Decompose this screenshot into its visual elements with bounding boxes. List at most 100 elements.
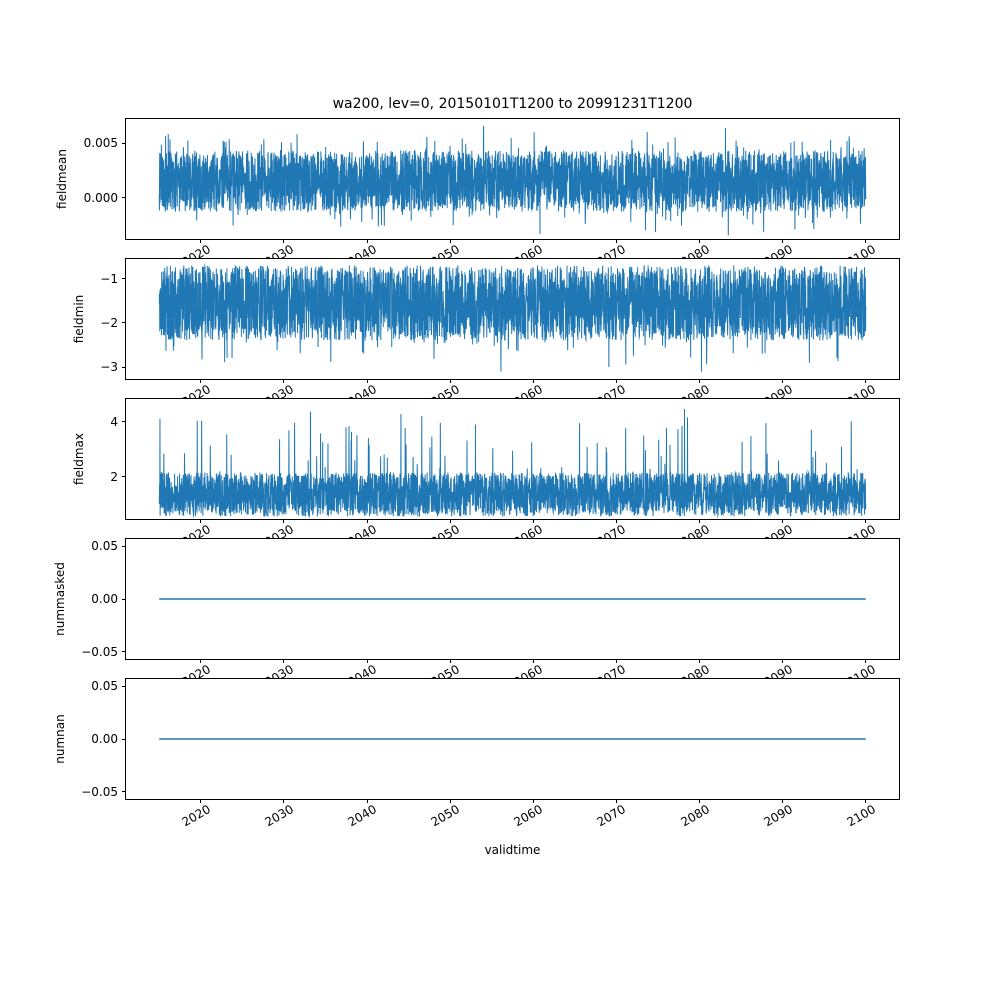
x-tick-mark xyxy=(283,519,285,523)
x-tick-mark xyxy=(449,519,451,523)
series-line-canvas xyxy=(126,539,899,659)
x-tick-mark xyxy=(782,239,784,243)
y-tick-label: 0.000 xyxy=(83,190,118,205)
x-tick-label: 2060 xyxy=(511,802,546,830)
subplot-fieldmin: fieldmin −1 −2 −3 2020 2030 2040 2050 2060 2070 2… xyxy=(0,258,1000,410)
x-tick-label: 2050 xyxy=(428,802,463,830)
axes-box: 0.005 0.000 2020 2030 2040 2050 2060 2070 2080 20… xyxy=(84,118,900,269)
y-tick-mark xyxy=(122,738,126,740)
y-tick-mark xyxy=(122,278,126,280)
x-tick-mark xyxy=(615,659,617,663)
x-tick-mark xyxy=(782,379,784,383)
x-tick-mark xyxy=(532,659,534,663)
y-tick-mark xyxy=(122,598,126,600)
y-tick-label: −1 xyxy=(100,271,118,286)
x-tick-mark xyxy=(532,379,534,383)
y-tick-label: 0.05 xyxy=(91,679,118,694)
x-tick-mark xyxy=(699,239,701,243)
x-tick-mark xyxy=(200,799,202,803)
ticks-layer: −1 −2 −3 2020 2030 2040 2050 2060 2070 2080 2090 21… xyxy=(100,259,899,410)
x-tick-mark xyxy=(366,659,368,663)
subplot-nummasked: nummasked 0.05 0.00 −0.05 2020 2030 2040 2050 2… xyxy=(0,538,1000,689)
x-tick-mark xyxy=(532,239,534,243)
x-tick-mark xyxy=(699,519,701,523)
x-tick-mark xyxy=(200,659,202,663)
subplot-numnan: numnan 0.05 0.00 −0.05 2020 2030 2040 2050 2060… xyxy=(0,678,1000,829)
series-line-canvas xyxy=(126,679,899,799)
x-tick-mark xyxy=(782,519,784,523)
x-tick-mark xyxy=(532,519,534,523)
y-tick-mark xyxy=(122,322,126,324)
series-line-canvas xyxy=(126,399,899,519)
y-tick-mark xyxy=(122,545,126,547)
y-axis-label: numnan xyxy=(53,714,67,764)
x-tick-mark xyxy=(615,519,617,523)
x-tick-mark xyxy=(200,519,202,523)
x-tick-label: 2070 xyxy=(594,802,629,830)
x-tick-mark xyxy=(865,799,867,803)
x-tick-mark xyxy=(782,659,784,663)
y-tick-label: −2 xyxy=(100,315,118,330)
x-tick-mark xyxy=(865,519,867,523)
x-tick-mark xyxy=(200,379,202,383)
y-tick-mark xyxy=(122,791,126,793)
y-tick-mark xyxy=(122,142,126,144)
x-tick-mark xyxy=(699,659,701,663)
x-tick-label: 2080 xyxy=(678,802,712,830)
ticks-layer: 0.05 0.00 −0.05 2020 2030 2040 2050 2060 2070 208… xyxy=(81,679,899,829)
y-axis-label: fieldmax xyxy=(72,432,86,486)
x-tick-mark xyxy=(615,239,617,243)
subplot-fieldmean: fieldmean 0.005 0.000 2020 2030 2040 2050 2060… xyxy=(0,118,1000,269)
y-tick-label: 2 xyxy=(110,469,118,484)
y-tick-mark xyxy=(122,421,126,423)
x-tick-mark xyxy=(283,799,285,803)
x-tick-mark xyxy=(865,659,867,663)
axes-box: 4 2 2020 2030 2040 2050 2060 2070 2080 2090 2100 xyxy=(110,398,900,549)
ticks-layer: 0.005 0.000 2020 2030 2040 2050 2060 2070 2080 20… xyxy=(84,119,899,269)
y-tick-label: 0.005 xyxy=(83,136,118,150)
y-tick-label: −0.05 xyxy=(81,644,118,659)
x-tick-mark xyxy=(366,799,368,803)
y-tick-label: 0.00 xyxy=(91,732,118,746)
x-tick-mark xyxy=(865,379,867,383)
x-tick-mark xyxy=(532,799,534,803)
x-tick-mark xyxy=(366,519,368,523)
y-tick-mark xyxy=(122,651,126,653)
y-tick-label: −0.05 xyxy=(81,784,118,799)
subplot-fieldmax: fieldmax 4 2 2020 2030 2040 2050 2060 2070 2080 2… xyxy=(0,398,1000,549)
y-tick-label: 0.00 xyxy=(91,592,118,606)
x-tick-label: 2040 xyxy=(345,802,380,830)
plot-title: wa200, lev=0, 20150101T1200 to 20991231T… xyxy=(332,96,693,112)
x-tick-mark xyxy=(615,379,617,383)
x-tick-mark xyxy=(449,659,451,663)
x-tick-mark xyxy=(699,379,701,383)
y-tick-mark xyxy=(122,197,126,199)
x-tick-mark xyxy=(865,239,867,243)
x-tick-mark xyxy=(449,799,451,803)
x-tick-mark xyxy=(366,239,368,243)
axes-box: −1 −2 −3 2020 2030 2040 2050 2060 2070 2080 2090 21… xyxy=(100,258,900,410)
x-tick-mark xyxy=(615,799,617,803)
x-tick-mark xyxy=(782,799,784,803)
axes-box: 0.05 0.00 −0.05 2020 2030 2040 2050 2060 2070 208… xyxy=(81,538,900,689)
x-tick-mark xyxy=(449,379,451,383)
y-axis-label: fieldmean xyxy=(55,149,69,209)
x-tick-mark xyxy=(283,659,285,663)
y-axis-label: nummasked xyxy=(53,562,67,636)
y-tick-label: 0.05 xyxy=(91,539,118,554)
y-axis-label: fieldmin xyxy=(72,294,86,344)
x-tick-label: 2030 xyxy=(262,802,296,830)
y-tick-mark xyxy=(122,685,126,687)
series-line-canvas xyxy=(126,259,899,379)
y-tick-label: −3 xyxy=(100,360,118,375)
x-tick-mark xyxy=(283,239,285,243)
x-tick-mark xyxy=(449,239,451,243)
x-tick-mark xyxy=(699,799,701,803)
x-tick-mark xyxy=(366,379,368,383)
series-line-canvas xyxy=(126,119,899,239)
x-tick-label: 2020 xyxy=(179,802,213,830)
y-tick-mark xyxy=(122,366,126,368)
x-tick-mark xyxy=(283,379,285,383)
x-axis-label: validtime xyxy=(484,843,541,857)
